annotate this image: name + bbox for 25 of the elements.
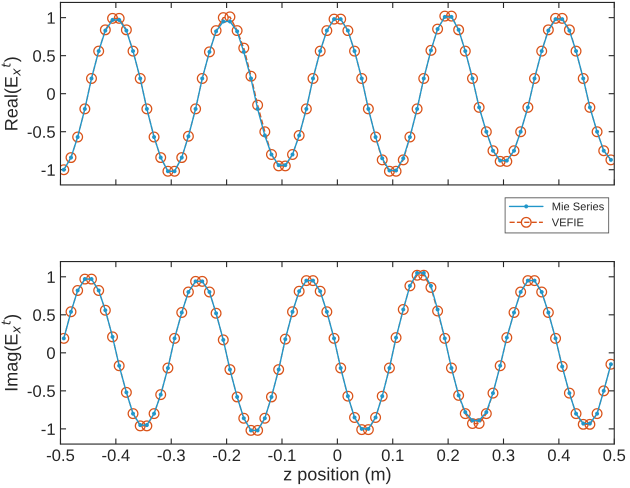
x-tick-label: -0.1: [268, 449, 296, 462]
x-tick-label: 0.4: [548, 449, 570, 462]
y-tick-label: -0.5: [28, 126, 55, 138]
legend-label: VEFIE: [552, 218, 584, 226]
y-tick-label: -1: [42, 164, 55, 176]
y-axis-title: Real(E$_{x}$$^{t}$): [2, 57, 22, 130]
x-tick-label: 0: [333, 449, 342, 462]
y-tick-label: 1: [48, 271, 55, 283]
x-tick-label: 0.3: [492, 449, 514, 462]
x-tick-label: 0.2: [437, 449, 459, 462]
y-tick-label: 1: [48, 12, 55, 24]
y-tick-label: 0.5: [33, 50, 55, 62]
y-tick-label: -1: [42, 423, 55, 435]
y-tick-label: -0.5: [28, 385, 55, 398]
y-tick-label: 0: [47, 347, 55, 360]
x-tick-label: -0.2: [212, 449, 240, 462]
x-axis-title: z position (m): [284, 467, 390, 484]
y-tick-label: 0: [47, 88, 55, 100]
x-tick-label: -0.4: [102, 449, 130, 462]
y-tick-label: 0.5: [33, 309, 55, 322]
legend-label: Mie Series: [552, 202, 604, 210]
y-axis-title: Imag(E$_{x}$$^{t}$): [2, 314, 22, 390]
x-tick-label: -0.3: [158, 449, 185, 462]
x-tick-label: 0.5: [603, 449, 626, 462]
x-tick-label: 0.1: [382, 449, 404, 462]
